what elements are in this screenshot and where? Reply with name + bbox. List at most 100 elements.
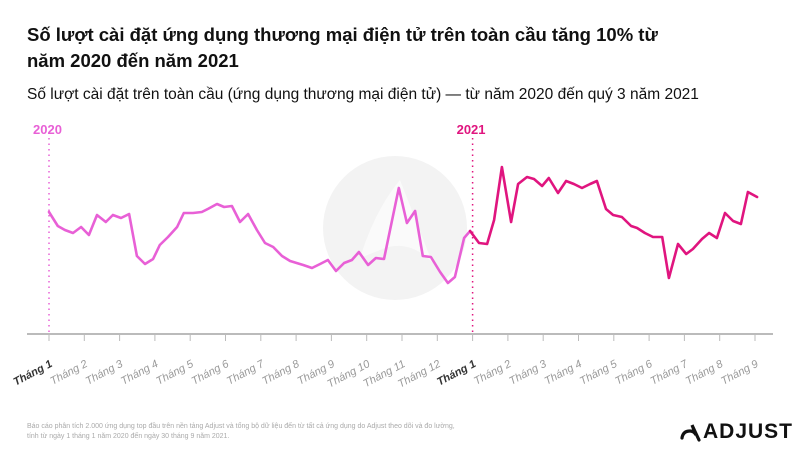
data-point-2020 bbox=[383, 258, 385, 260]
data-point-2020 bbox=[239, 221, 241, 223]
data-point-2021 bbox=[701, 238, 703, 240]
data-point-2020 bbox=[281, 255, 283, 257]
data-point-2020 bbox=[367, 264, 369, 266]
data-point-2021 bbox=[708, 232, 710, 234]
adjust-logo-text: ADJUST bbox=[703, 420, 794, 443]
data-point-2021 bbox=[501, 166, 503, 168]
data-point-2020 bbox=[430, 256, 432, 258]
data-point-2020 bbox=[112, 214, 114, 216]
x-tick-label: Tháng 2 bbox=[48, 358, 89, 388]
x-tick-label: Tháng 3 bbox=[507, 358, 549, 388]
data-point-2021 bbox=[724, 212, 726, 214]
series-line-2021 bbox=[468, 165, 759, 280]
data-point-2021 bbox=[478, 242, 480, 244]
data-point-2021 bbox=[573, 183, 575, 185]
x-tick-label: Tháng 7 bbox=[225, 358, 267, 388]
data-point-2020 bbox=[57, 225, 59, 227]
data-point-2021 bbox=[589, 183, 591, 185]
data-point-2021 bbox=[756, 196, 758, 198]
data-point-2021 bbox=[636, 227, 638, 229]
data-point-2020 bbox=[207, 208, 209, 210]
data-point-2020 bbox=[289, 260, 291, 262]
data-point-2020 bbox=[176, 226, 178, 228]
data-point-2020 bbox=[454, 276, 456, 278]
data-point-2021 bbox=[716, 237, 718, 239]
footnote: Báo cáo phân tích 2.000 ứng dụng top đầu… bbox=[27, 422, 587, 441]
data-point-2021 bbox=[510, 221, 512, 223]
data-point-2021 bbox=[493, 219, 495, 221]
data-point-2021 bbox=[565, 180, 567, 182]
watermark-logo bbox=[323, 156, 467, 300]
data-point-2021 bbox=[548, 177, 550, 179]
data-point-2020 bbox=[88, 234, 90, 236]
year-marker-label: 2020 bbox=[33, 122, 62, 137]
data-point-2020 bbox=[327, 259, 329, 261]
data-point-2020 bbox=[96, 214, 98, 216]
data-point-2021 bbox=[605, 208, 607, 210]
x-tick-label: Tháng 6 bbox=[190, 358, 232, 388]
data-point-2021 bbox=[644, 232, 646, 234]
data-point-2021 bbox=[732, 220, 734, 222]
x-tick-label: Tháng 5 bbox=[154, 358, 196, 388]
data-point-2020 bbox=[375, 257, 377, 259]
data-point-2020 bbox=[159, 244, 161, 246]
series-line-2020 bbox=[47, 186, 472, 285]
data-point-2020 bbox=[120, 217, 122, 219]
data-point-2021 bbox=[740, 223, 742, 225]
data-point-2020 bbox=[414, 210, 416, 212]
x-tick-label: Tháng 1 bbox=[12, 358, 55, 388]
chart-title: Số lượt cài đặt ứng dụng thương mại điện… bbox=[27, 24, 658, 71]
data-point-2021 bbox=[541, 185, 543, 187]
data-point-2021 bbox=[526, 176, 528, 178]
data-point-2020 bbox=[319, 263, 321, 265]
data-point-2020 bbox=[136, 255, 138, 257]
data-point-2021 bbox=[661, 236, 663, 238]
data-point-2020 bbox=[422, 255, 424, 257]
data-point-2020 bbox=[223, 206, 225, 208]
data-point-2021 bbox=[630, 225, 632, 227]
x-tick-label: Tháng 3 bbox=[84, 358, 126, 388]
data-point-2021 bbox=[652, 236, 654, 238]
data-point-2020 bbox=[64, 229, 66, 231]
data-point-2020 bbox=[192, 212, 194, 214]
data-point-2020 bbox=[358, 251, 360, 253]
data-point-2021 bbox=[486, 243, 488, 245]
data-point-2020 bbox=[144, 263, 146, 265]
data-point-2020 bbox=[167, 236, 169, 238]
data-point-2020 bbox=[72, 232, 74, 234]
data-point-2021 bbox=[612, 214, 614, 216]
data-point-2020 bbox=[335, 270, 337, 272]
data-point-2020 bbox=[128, 213, 130, 215]
data-point-2021 bbox=[517, 183, 519, 185]
x-tick-label: Tháng 2 bbox=[472, 358, 513, 388]
data-point-2020 bbox=[48, 211, 50, 213]
data-point-2020 bbox=[216, 203, 218, 205]
data-point-2021 bbox=[533, 178, 535, 180]
data-point-2020 bbox=[439, 271, 441, 273]
data-point-2020 bbox=[398, 187, 400, 189]
x-tick-label: Tháng 7 bbox=[649, 358, 691, 388]
data-point-2021 bbox=[621, 216, 623, 218]
data-point-2020 bbox=[105, 221, 107, 223]
data-point-2020 bbox=[447, 282, 449, 284]
x-tick-label: Tháng 5 bbox=[578, 358, 620, 388]
data-point-2020 bbox=[351, 259, 353, 261]
adjust-logo: ADJUST bbox=[680, 420, 793, 444]
data-point-2021 bbox=[692, 248, 694, 250]
data-point-2020 bbox=[256, 229, 258, 231]
data-point-2020 bbox=[247, 213, 249, 215]
data-point-2020 bbox=[463, 237, 465, 239]
footnote-line-2: tính từ ngày 1 tháng 1 năm 2020 đến ngày… bbox=[27, 432, 230, 440]
chart-subtitle: Số lượt cài đặt trên toàn cầu (ứng dụng … bbox=[27, 86, 699, 103]
data-point-2020 bbox=[152, 258, 154, 260]
data-point-2020 bbox=[183, 212, 185, 214]
data-point-2020 bbox=[201, 211, 203, 213]
data-point-2021 bbox=[668, 277, 670, 279]
data-point-2021 bbox=[747, 191, 749, 193]
data-point-2020 bbox=[311, 267, 313, 269]
data-point-2021 bbox=[469, 230, 471, 232]
footnote-line-1: Báo cáo phân tích 2.000 ứng dụng top đầu… bbox=[27, 423, 455, 430]
adjust-logo-icon bbox=[680, 424, 701, 442]
data-point-2020 bbox=[80, 226, 82, 228]
data-point-2020 bbox=[343, 262, 345, 264]
